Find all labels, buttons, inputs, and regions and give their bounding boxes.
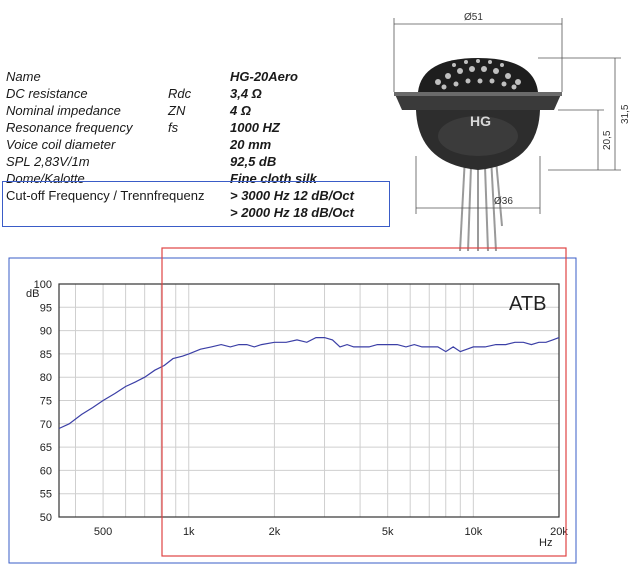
x-tick-label: 500 (94, 526, 112, 538)
x-tick-label: 2k (269, 526, 281, 538)
spec-value: 4 Ω (230, 103, 251, 118)
y-tick-label: 55 (40, 489, 52, 501)
y-tick-label: 80 (40, 372, 52, 384)
x-tick-label: 5k (382, 526, 394, 538)
y-tick-label: 85 (40, 349, 52, 361)
y-tick-label: 50 (40, 512, 52, 524)
cutoff-label: Cut-off Frequency / Trennfrequenz (6, 188, 205, 203)
y-tick-label: 70 (40, 419, 52, 431)
spec-value: Fine cloth silk (230, 171, 317, 186)
highlight-region-box (161, 247, 567, 557)
x-tick-label: 20k (550, 526, 568, 538)
frequency-response-line (58, 337, 560, 430)
spec-symbol: ZN (168, 103, 186, 118)
y-tick-label: 90 (40, 326, 52, 338)
cutoff-value-18db: > 2000 Hz 18 dB/Oct (230, 205, 354, 220)
spec-value: 20 mm (230, 137, 272, 152)
mounting-flange (394, 92, 562, 110)
spec-label: Name (6, 69, 41, 84)
spec-label: Dome/Kalotte (6, 171, 85, 186)
y-tick-label: 60 (40, 465, 52, 477)
cutoff-value-12db: > 3000 Hz 12 dB/Oct (230, 188, 354, 203)
dim-width-label: Ø51 (464, 12, 483, 23)
chart-annotation-atb: ATB (509, 293, 546, 315)
y-tick-label: 95 (40, 302, 52, 314)
spec-symbol: fs (168, 120, 179, 135)
flange-edge (394, 92, 562, 96)
grille-dome (418, 58, 538, 92)
grille-holes (435, 59, 521, 90)
spec-label: Resonance frequency (6, 120, 133, 135)
plot-area-border (58, 283, 560, 518)
body-highlight (438, 116, 518, 156)
y-tick-label: 75 (40, 396, 52, 408)
spec-value: 92,5 dB (230, 154, 277, 169)
spec-label: DC resistance (6, 86, 88, 101)
x-tick-label: 10k (464, 526, 482, 538)
y-axis-unit-label: dB (26, 288, 39, 300)
logo-text: HG (470, 113, 491, 129)
dim-height-total-label: 31,5 (620, 104, 631, 124)
x-tick-label: 1k (183, 526, 195, 538)
chart-outer-frame (8, 257, 577, 564)
tweeter-dimension-drawing: HG Ø51 Ø36 31,5 20,5 (393, 12, 631, 251)
spec-label: Voice coil diameter (6, 137, 116, 152)
series-group (58, 337, 560, 430)
chart-grid (59, 283, 560, 518)
cutoff-highlight-box (2, 181, 390, 227)
x-axis-unit-label: Hz (539, 537, 552, 549)
dim-height-body-label: 20,5 (602, 130, 613, 150)
spec-symbol: Rdc (168, 86, 192, 101)
dim-base-label: Ø36 (494, 196, 513, 207)
spec-label: Nominal impedance (6, 103, 121, 118)
y-tick-label: 100 (34, 279, 52, 291)
y-tick-label: 65 (40, 442, 52, 454)
spec-value: 1000 HZ (230, 120, 280, 135)
spec-value: HG-20Aero (230, 69, 298, 84)
spec-label: SPL 2,83V/1m (6, 154, 90, 169)
x-axis-ticks: 500 1k 2k 5k 10k 20k (94, 526, 568, 538)
y-axis-ticks: 100 95 90 85 80 75 70 65 60 55 50 (34, 279, 52, 524)
spec-value: 3,4 Ω (230, 86, 262, 101)
